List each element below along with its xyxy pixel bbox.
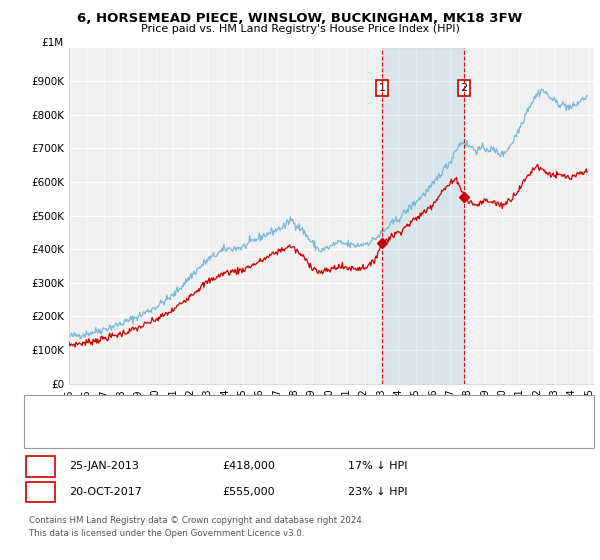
Text: HPI: Average price, detached house, Buckinghamshire: HPI: Average price, detached house, Buck… (70, 427, 341, 437)
Text: 17% ↓ HPI: 17% ↓ HPI (348, 461, 407, 471)
Text: Price paid vs. HM Land Registry's House Price Index (HPI): Price paid vs. HM Land Registry's House … (140, 24, 460, 34)
Text: 23% ↓ HPI: 23% ↓ HPI (348, 487, 407, 497)
Text: Contains HM Land Registry data © Crown copyright and database right 2024.: Contains HM Land Registry data © Crown c… (29, 516, 364, 525)
Text: 1: 1 (37, 459, 44, 473)
Text: £555,000: £555,000 (222, 487, 275, 497)
Text: 2: 2 (460, 83, 467, 93)
Text: This data is licensed under the Open Government Licence v3.0.: This data is licensed under the Open Gov… (29, 529, 304, 538)
Text: £1M: £1M (41, 38, 64, 48)
Text: 6, HORSEMEAD PIECE, WINSLOW, BUCKINGHAM, MK18 3FW (detached house): 6, HORSEMEAD PIECE, WINSLOW, BUCKINGHAM,… (70, 406, 459, 416)
Text: £418,000: £418,000 (222, 461, 275, 471)
Text: 20-OCT-2017: 20-OCT-2017 (69, 487, 142, 497)
Bar (382, 48, 464, 384)
Text: 2: 2 (37, 485, 44, 498)
Text: 1: 1 (379, 83, 386, 93)
Text: 6, HORSEMEAD PIECE, WINSLOW, BUCKINGHAM, MK18 3FW: 6, HORSEMEAD PIECE, WINSLOW, BUCKINGHAM,… (77, 12, 523, 25)
Text: 25-JAN-2013: 25-JAN-2013 (69, 461, 139, 471)
